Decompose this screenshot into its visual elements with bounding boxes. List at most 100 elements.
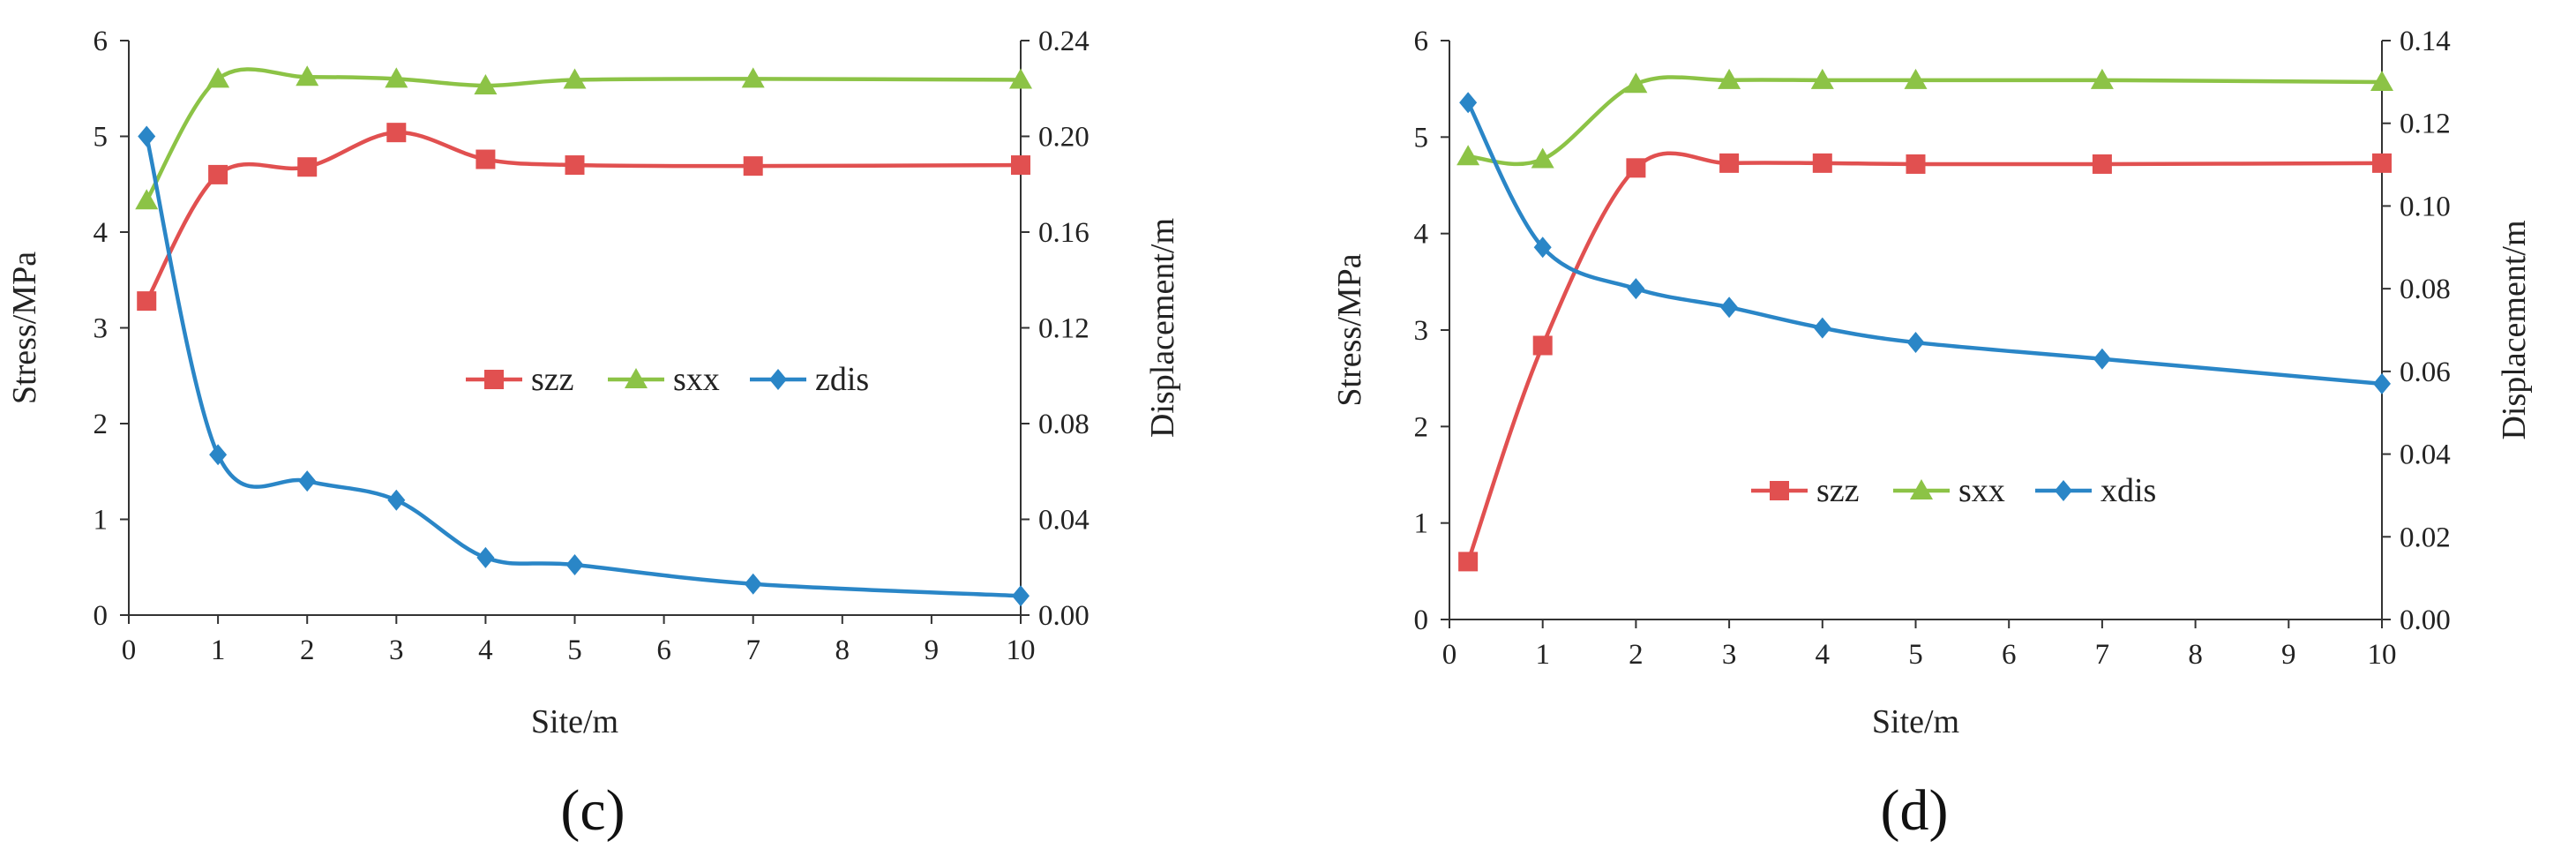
data-point-szz — [208, 164, 228, 184]
y-right-tick-label: 0.14 — [2400, 26, 2451, 57]
data-point-szz — [137, 291, 157, 312]
x-tick-label: 9 — [925, 634, 940, 666]
data-point-szz — [476, 149, 496, 169]
data-point-zdis — [138, 125, 156, 147]
legend: szz sxx xdis — [1751, 472, 2156, 509]
data-point-xdis — [1720, 297, 1739, 319]
data-point-szz — [743, 156, 763, 176]
y-left-tick-label: 4 — [1414, 219, 1429, 251]
y-axis-left-title: Stress/MPa — [1331, 253, 1368, 406]
data-point-sxx — [1624, 72, 1648, 94]
data-point-szz — [565, 155, 585, 176]
data-point-zdis — [209, 444, 228, 466]
y-right-tick-label: 0.16 — [1038, 217, 1090, 249]
y-right-tick-label: 0.02 — [2400, 522, 2451, 553]
data-point-sxx — [741, 67, 765, 88]
data-point-sxx — [296, 65, 319, 86]
y-left-tick-label: 6 — [94, 26, 109, 57]
data-point-sxx — [1810, 68, 1834, 89]
series-line-szz — [1466, 151, 2383, 563]
data-point-zdis — [1012, 585, 1030, 607]
panel-label: (c) — [560, 778, 625, 843]
data-point-zdis — [565, 554, 584, 576]
x-tick-label: 10 — [1007, 634, 1036, 666]
y-left-tick-label: 5 — [1414, 122, 1429, 154]
data-point-szz — [1812, 153, 1832, 173]
y-left-tick-label: 3 — [94, 313, 109, 345]
data-point-sxx — [2090, 68, 2114, 89]
series-sxx — [1456, 68, 2393, 169]
data-point-szz — [386, 123, 407, 143]
panel-label: (d) — [1881, 778, 1949, 843]
data-point-sxx — [474, 73, 498, 94]
data-point-sxx — [1456, 145, 1480, 166]
y-right-tick-label: 0.00 — [2400, 604, 2451, 636]
x-tick-label: 4 — [1816, 639, 1831, 671]
series-zdis — [138, 125, 1030, 607]
legend-label-zdis: zdis — [815, 361, 869, 398]
legend-label-sxx: sxx — [1958, 472, 2005, 509]
legend-label-szz: szz — [1816, 472, 1860, 509]
y-left-tick-label: 2 — [94, 409, 109, 440]
y-left-tick-label: 4 — [94, 217, 109, 249]
legend-marker-xdis — [2055, 480, 2072, 501]
legend: szz sxx zdis — [466, 361, 869, 398]
data-point-xdis — [1906, 332, 1925, 354]
series-xdis — [1459, 92, 2391, 394]
y-axis-right-title: Displacement/m — [1144, 218, 1181, 438]
data-point-szz — [1906, 154, 1926, 174]
y-axis-right-title: Displacement/m — [2496, 220, 2533, 439]
y-right-tick-label: 0.04 — [1038, 505, 1090, 537]
data-point-sxx — [1718, 68, 1741, 89]
y-right-tick-label: 0.08 — [1038, 409, 1090, 440]
series-szz — [137, 123, 1030, 312]
data-point-zdis — [387, 489, 406, 511]
y-right-tick-label: 0.00 — [1038, 600, 1090, 632]
data-point-sxx — [1531, 147, 1554, 169]
y-right-tick-label: 0.12 — [2400, 109, 2451, 140]
data-point-sxx — [1009, 68, 1032, 89]
data-point-xdis — [1813, 317, 1831, 339]
legend-label-szz: szz — [531, 361, 574, 398]
y-right-tick-label: 0.08 — [2400, 274, 2451, 305]
series-line-zdis — [145, 136, 1022, 598]
data-point-szz — [2092, 154, 2112, 174]
data-point-sxx — [1904, 68, 1928, 89]
chart-d: 0 1 2 3 4 5 6 7 8 9 10 0 1 2 3 4 5 6 0.00 0.02 0.04 0.06 0.08 0… — [1331, 26, 2533, 843]
data-point-xdis — [1627, 278, 1645, 300]
data-point-xdis — [1533, 237, 1552, 259]
data-point-szz — [1719, 153, 1740, 173]
series-line-xdis — [1466, 101, 2383, 387]
data-point-szz — [2372, 153, 2392, 173]
x-tick-label: 9 — [2281, 639, 2296, 671]
y-right-tick-label: 0.12 — [1038, 313, 1090, 345]
y-right-tick-label: 0.10 — [2400, 191, 2451, 222]
x-tick-label: 3 — [1722, 639, 1737, 671]
data-point-szz — [297, 157, 318, 177]
data-point-sxx — [135, 189, 159, 210]
legend-marker-szz — [484, 370, 504, 389]
series-sxx — [135, 65, 1032, 210]
data-point-xdis — [1459, 92, 1478, 114]
legend-marker-zdis — [769, 369, 787, 390]
series-szz — [1458, 151, 2392, 572]
data-point-zdis — [298, 470, 317, 492]
x-tick-label: 7 — [745, 634, 760, 666]
y-axis-left-title: Stress/MPa — [6, 252, 43, 404]
x-tick-label: 7 — [2095, 639, 2110, 671]
chart-c: 0 1 2 3 4 5 6 7 8 9 10 0 1 2 3 4 5 6 0.00 0.04 0.08 0.12 0.16 0… — [6, 26, 1181, 843]
data-point-szz — [1011, 155, 1030, 176]
x-tick-label: 8 — [835, 634, 850, 666]
legend-label-xdis: xdis — [2100, 472, 2156, 509]
y-left-tick-label: 1 — [1414, 508, 1429, 540]
data-point-sxx — [563, 68, 587, 89]
x-axis-title: Site/m — [531, 703, 618, 740]
data-point-xdis — [2093, 348, 2111, 370]
data-point-sxx — [385, 67, 408, 88]
x-tick-label: 3 — [389, 634, 404, 666]
data-point-zdis — [744, 573, 762, 595]
x-tick-label: 0 — [122, 634, 137, 666]
data-point-xdis — [2373, 372, 2391, 394]
legend-marker-szz — [1770, 481, 1789, 500]
